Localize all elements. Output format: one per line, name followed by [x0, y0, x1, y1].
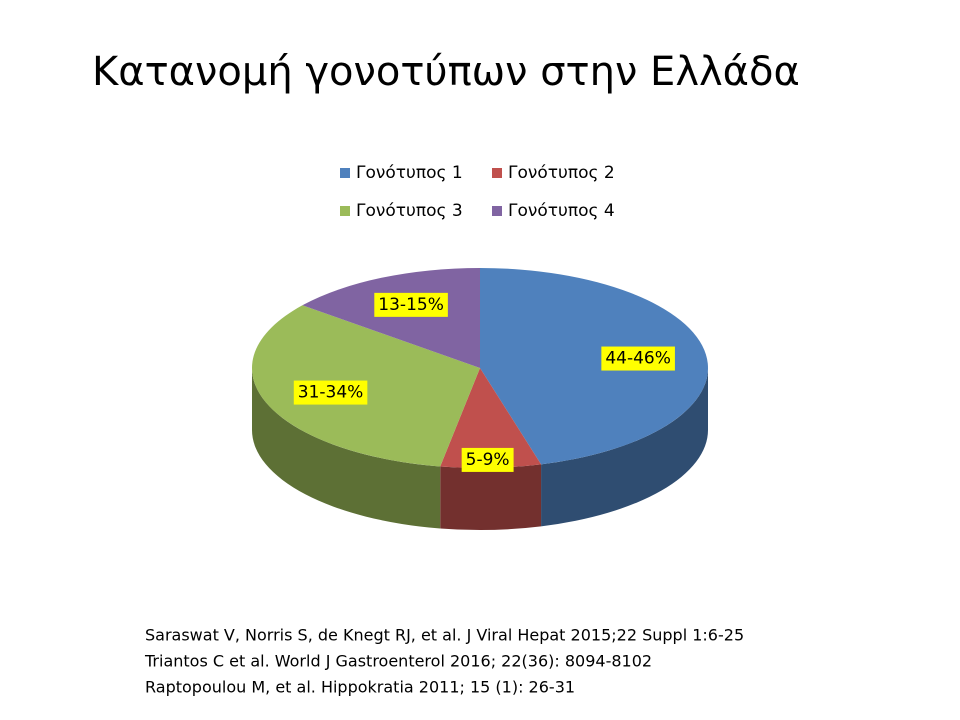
data-label-bg — [293, 380, 368, 405]
pie-slice — [440, 368, 542, 468]
legend-swatch — [340, 206, 350, 216]
slide-title: Κατανομή γονοτύπων στην Ελλάδα — [92, 49, 800, 95]
data-label: 44-46% — [605, 349, 671, 369]
data-label: 13-15% — [378, 295, 444, 315]
legend-swatch — [492, 168, 502, 178]
reference: Raptopoulou M, et al. Hippokratia 2011; … — [145, 678, 575, 697]
legend-label: Γονότυπος 4 — [508, 201, 615, 221]
legend-label: Γονότυπος 2 — [508, 163, 615, 183]
pie-side — [541, 368, 708, 527]
reference: Saraswat V, Norris S, de Knegt RJ, et al… — [145, 626, 744, 645]
reference: Triantos C et al. World J Gastroenterol … — [144, 652, 652, 671]
data-label: 31-34% — [298, 383, 364, 403]
data-label-bg — [374, 292, 448, 317]
legend-label: Γονότυπος 1 — [356, 163, 463, 183]
legend-label: Γονότυπος 3 — [356, 201, 463, 221]
pie-side — [252, 368, 441, 529]
data-label-bg — [461, 447, 514, 472]
data-label-bg — [601, 346, 675, 371]
pie-slice — [480, 268, 708, 465]
pie-side — [440, 464, 542, 531]
legend-swatch — [492, 206, 502, 216]
data-label: 5-9% — [466, 450, 510, 470]
legend-swatch — [340, 168, 350, 178]
